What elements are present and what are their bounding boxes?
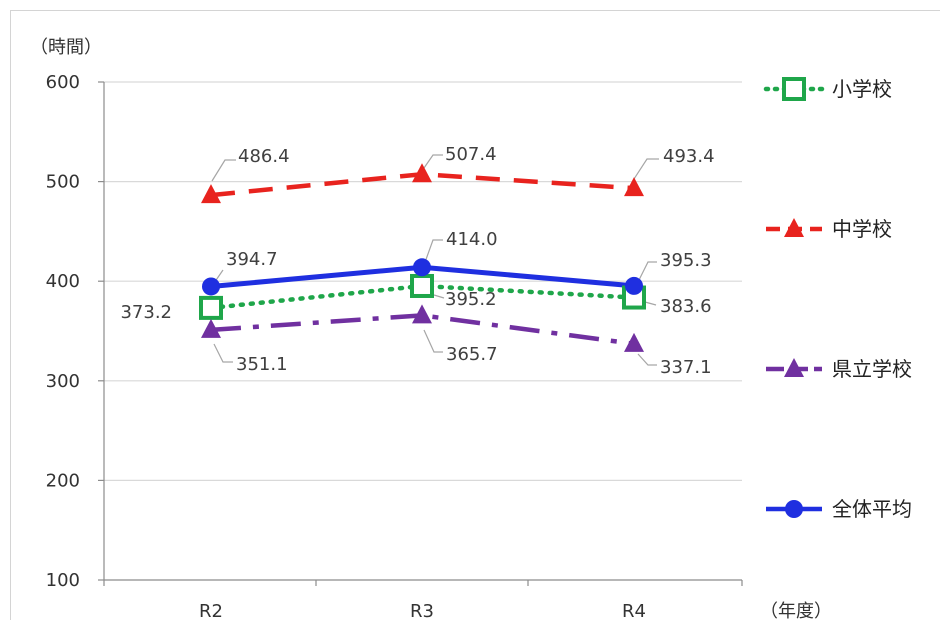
data-labels: 373.2 395.2 383.6 486.4 507.4 493.4 351.1 365.7… [120,144,714,378]
data-label: 337.1 [660,357,712,378]
triangle-marker [784,358,804,377]
circle-marker [413,258,431,277]
data-label: 395.3 [660,250,712,271]
legend-item: 県立学校 [766,357,912,381]
x-unit-label: （年度） [760,601,832,622]
data-label: 486.4 [238,146,290,167]
axes: （時間） （年度） [30,37,832,622]
data-label-leaders [211,154,659,366]
data-label: 383.6 [660,296,712,317]
leader-line [423,239,443,266]
x-tick-label: R3 [410,601,434,622]
leader-line [633,158,659,180]
leader-line [213,343,233,363]
leader-line [433,294,445,299]
data-label: 507.4 [445,144,497,165]
data-label: 414.0 [446,229,498,250]
legend-label: 小学校 [832,77,892,101]
circle-marker [202,277,220,296]
y-tick-label: 600 [46,72,80,93]
legend-label: 全体平均 [832,497,912,521]
triangle-marker [412,304,432,324]
data-label: 351.1 [236,354,288,375]
chart-border [10,10,940,620]
data-label: 373.2 [120,302,172,323]
y-tick-label: 100 [46,570,80,591]
triangle-marker [201,184,221,204]
x-tick-label: R2 [199,601,223,622]
x-tick-label: R4 [622,601,646,622]
square-marker [199,295,223,320]
triangle-marker [624,332,644,352]
y-unit-label: （時間） [30,37,102,58]
y-tick-label: 400 [46,271,80,292]
y-tick-labels: 100 200 300 400 500 600 [46,72,80,591]
legend-item: 中学校 [766,217,892,241]
leader-line [637,353,657,366]
series-line [210,313,635,347]
circle-marker [625,276,643,295]
square-marker [782,77,806,101]
circle-marker [785,500,803,518]
leader-line [423,329,443,353]
triangle-marker [624,177,644,197]
data-label: 365.7 [446,344,498,365]
leader-line [423,154,443,169]
legend-label: 県立学校 [832,357,912,381]
triangle-marker [784,218,804,237]
series-markers [199,163,646,352]
data-label: 493.4 [663,146,715,167]
data-label: 394.7 [226,249,278,270]
y-tick-label: 200 [46,470,80,491]
data-label: 395.2 [445,289,497,310]
triangle-marker [201,318,221,338]
leader-line [211,159,236,182]
x-tick-labels: R2 R3 R4 [199,601,646,622]
legend-label: 中学校 [832,217,892,241]
leader-line [635,261,657,287]
y-tick-label: 300 [46,371,80,392]
triangle-marker [412,163,432,183]
leader-line [644,301,657,306]
legend-item: 小学校 [763,77,892,101]
legend-item: 全体平均 [766,497,912,521]
y-tick-label: 500 [46,172,80,193]
